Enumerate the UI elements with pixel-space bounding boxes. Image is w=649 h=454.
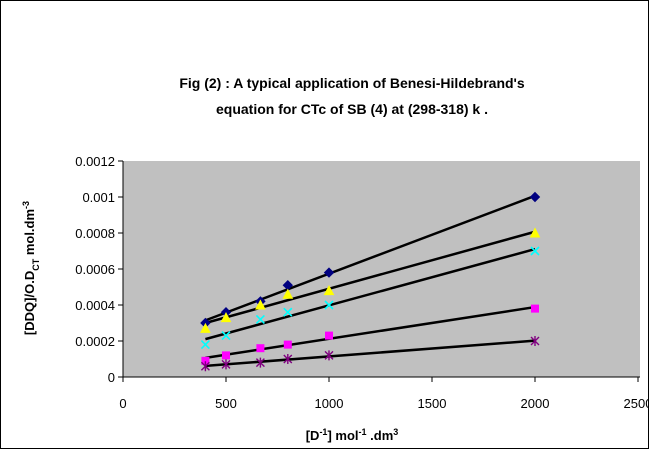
x-axis-label-part: [D <box>306 428 320 443</box>
y-tick-label: 0.0002 <box>75 334 115 349</box>
y-tick-label: 0.0012 <box>75 154 115 169</box>
marker <box>200 361 210 372</box>
y-axis-label-part: CT <box>31 258 41 270</box>
marker <box>529 227 541 238</box>
y-axis-label-part: [DDQ]/O.D <box>22 271 37 335</box>
x-tick-label: 1000 <box>315 396 344 411</box>
trend-line <box>205 247 536 341</box>
x-axis-label: [D-1] mol-1 .dm3 <box>306 427 399 443</box>
marker <box>221 359 231 370</box>
marker <box>531 304 539 313</box>
x-axis-label-part: .dm <box>367 428 394 443</box>
y-axis-label-part: mol.dm <box>22 209 37 259</box>
marker <box>200 340 210 350</box>
marker <box>323 285 335 296</box>
chart-title: Fig (2) : A typical application of Benes… <box>179 75 525 91</box>
y-axis-label: [DDQ]/O.DCT mol.dm-3 <box>21 201 41 335</box>
marker <box>323 267 335 278</box>
marker <box>255 314 265 324</box>
chart-title: equation for CTc of SB (4) at (298-318) … <box>216 101 488 117</box>
x-tick-label: 0 <box>119 396 126 411</box>
marker <box>324 300 334 310</box>
marker <box>530 336 540 346</box>
marker <box>283 354 293 364</box>
y-tick-label: 0.0008 <box>75 226 115 241</box>
marker <box>255 357 265 368</box>
marker <box>256 344 265 353</box>
marker <box>282 288 294 299</box>
y-tick-label: 0 <box>108 370 115 385</box>
x-axis-label-part: 3 <box>393 427 398 437</box>
marker <box>530 246 540 256</box>
marker <box>283 340 292 349</box>
marker <box>221 331 231 341</box>
marker <box>255 299 266 310</box>
x-tick-label: 2500 <box>624 396 649 411</box>
x-axis-label-part: -1 <box>319 427 327 437</box>
plot-area <box>123 161 640 377</box>
x-axis-label-part: ] mol <box>327 428 358 443</box>
marker <box>325 331 333 340</box>
marker <box>200 322 211 333</box>
x-tick-label: 2000 <box>521 396 550 411</box>
x-tick-label: 1500 <box>418 396 447 411</box>
marker <box>220 312 232 323</box>
y-tick-label: 0.0006 <box>75 262 115 277</box>
marker <box>324 350 334 361</box>
x-tick-label: 500 <box>215 396 237 411</box>
y-tick-label: 0.001 <box>82 190 115 205</box>
y-tick-label: 0.0004 <box>75 298 115 313</box>
marker <box>529 191 541 203</box>
x-axis-label-part: -1 <box>359 427 367 437</box>
marker <box>201 356 210 365</box>
marker <box>283 307 293 317</box>
y-axis-label-part: -3 <box>21 201 31 209</box>
marker <box>222 351 230 360</box>
